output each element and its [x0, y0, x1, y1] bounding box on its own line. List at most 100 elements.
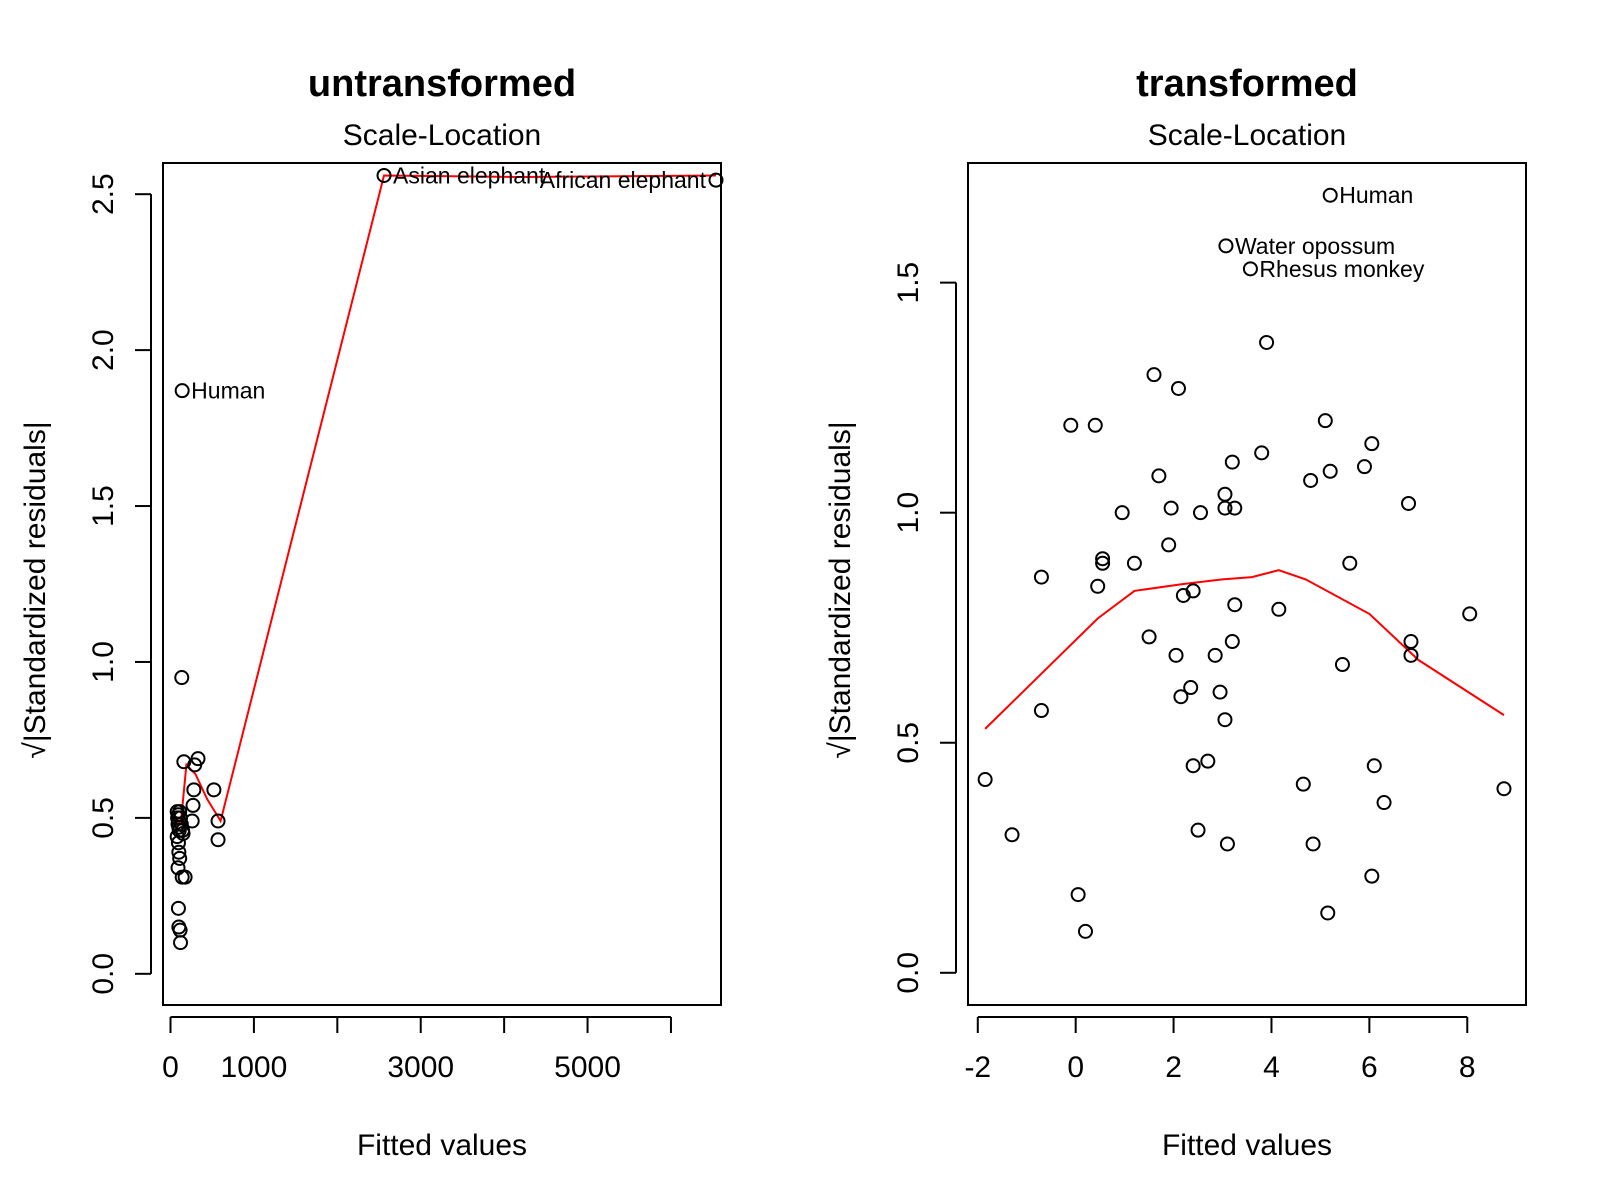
data-point	[1322, 187, 1338, 203]
data-point	[1004, 827, 1020, 843]
data-point	[1141, 629, 1157, 645]
data-point	[1320, 905, 1336, 921]
data-point	[1193, 505, 1208, 521]
smoother-line	[984, 569, 1505, 730]
data-point	[1219, 836, 1235, 852]
data-point	[1163, 500, 1179, 516]
data-point	[1224, 634, 1240, 650]
data-point	[1334, 657, 1350, 673]
x-tick-label: 5000	[554, 1051, 621, 1084]
x-tick-label: 2	[1165, 1051, 1182, 1084]
data-point	[1207, 647, 1223, 663]
y-tick-label: 1.0	[87, 641, 120, 683]
data-point	[171, 844, 187, 860]
point-label: Human	[191, 378, 265, 404]
data-point	[1322, 463, 1338, 479]
x-tick-label: 0	[1067, 1051, 1084, 1084]
data-point	[977, 772, 993, 788]
smoother-layer	[984, 569, 1505, 730]
data-point	[1227, 500, 1243, 516]
data-point	[176, 754, 192, 770]
panel-transformed: transformed Scale-Location Fitted values…	[824, 63, 1527, 1162]
point-label: Water opossum	[1235, 233, 1395, 259]
data-point	[1212, 684, 1228, 700]
data-point	[1259, 334, 1275, 350]
data-point	[1126, 555, 1142, 571]
data-point	[1033, 569, 1049, 585]
data-point	[1185, 758, 1201, 774]
data-point	[1170, 380, 1186, 396]
data-point	[1151, 468, 1167, 484]
data-point	[173, 935, 189, 951]
data-point	[1095, 551, 1111, 567]
data-point	[1242, 261, 1258, 277]
data-point	[376, 167, 392, 183]
data-point	[1173, 689, 1189, 705]
point-label: Human	[1339, 182, 1413, 208]
data-point	[1401, 495, 1417, 511]
chart-title: untransformed	[308, 63, 576, 105]
data-point	[1087, 417, 1103, 433]
data-point	[1217, 500, 1233, 516]
y-tick-label: 2.5	[87, 173, 120, 215]
x-tick-label: 0	[162, 1051, 179, 1084]
data-point	[1317, 413, 1333, 429]
panel-untransformed: untransformed Scale-Location Fitted valu…	[19, 63, 724, 1162]
data-point	[1146, 367, 1162, 383]
y-tick-label: 0.5	[892, 722, 925, 764]
axes: 0 1000 3000 5000 0.0 0.5 1.0 1.5 2.0 2.5	[87, 173, 672, 1084]
data-point	[1364, 868, 1380, 884]
data-point	[1190, 822, 1206, 838]
data-point	[210, 832, 226, 848]
data-point	[1090, 578, 1106, 594]
data-point	[206, 782, 222, 798]
data-point	[1217, 486, 1233, 502]
data-point	[170, 900, 186, 916]
data-point	[186, 782, 202, 798]
data-point	[1070, 887, 1086, 903]
y-tick-label: 0.0	[892, 952, 925, 994]
data-point	[1305, 836, 1321, 852]
data-point	[1303, 472, 1319, 488]
chart-title: transformed	[1136, 63, 1358, 105]
data-point	[1403, 634, 1419, 650]
data-point	[1218, 238, 1234, 254]
data-point	[174, 670, 190, 686]
data-point	[1183, 680, 1199, 696]
x-tick-label: 6	[1361, 1051, 1378, 1084]
plot-frame	[162, 162, 722, 1006]
y-tick-label: 1.0	[892, 492, 925, 534]
data-point	[708, 172, 724, 188]
data-point	[1224, 454, 1240, 470]
y-tick-label: 0.0	[87, 953, 120, 995]
data-point	[1342, 555, 1358, 571]
data-point	[1175, 588, 1191, 604]
y-tick-label: 0.5	[87, 797, 120, 839]
y-tick-label: 1.5	[87, 485, 120, 527]
data-point	[1063, 417, 1079, 433]
data-point	[1496, 781, 1512, 797]
data-point	[1271, 601, 1287, 617]
data-point	[1033, 703, 1049, 719]
plot-frame	[967, 162, 1527, 1006]
x-tick-label: -2	[964, 1051, 991, 1084]
point-label: Asian elephant	[393, 162, 546, 188]
data-point	[174, 383, 190, 399]
y-tick-label: 1.5	[892, 262, 925, 304]
data-point	[1295, 776, 1311, 792]
chart-subtitle: Scale-Location	[343, 119, 541, 152]
chart-subtitle: Scale-Location	[1148, 119, 1346, 152]
y-tick-label: 2.0	[87, 329, 120, 371]
data-point	[1403, 647, 1419, 663]
y-axis-label: √|Standardized residuals|	[19, 421, 52, 758]
data-point	[172, 850, 188, 866]
data-point	[1366, 758, 1382, 774]
data-point	[1227, 597, 1243, 613]
data-point	[1376, 795, 1392, 811]
y-axis-label: √|Standardized residuals|	[824, 421, 857, 758]
data-point	[1200, 753, 1216, 769]
data-point	[169, 829, 185, 845]
